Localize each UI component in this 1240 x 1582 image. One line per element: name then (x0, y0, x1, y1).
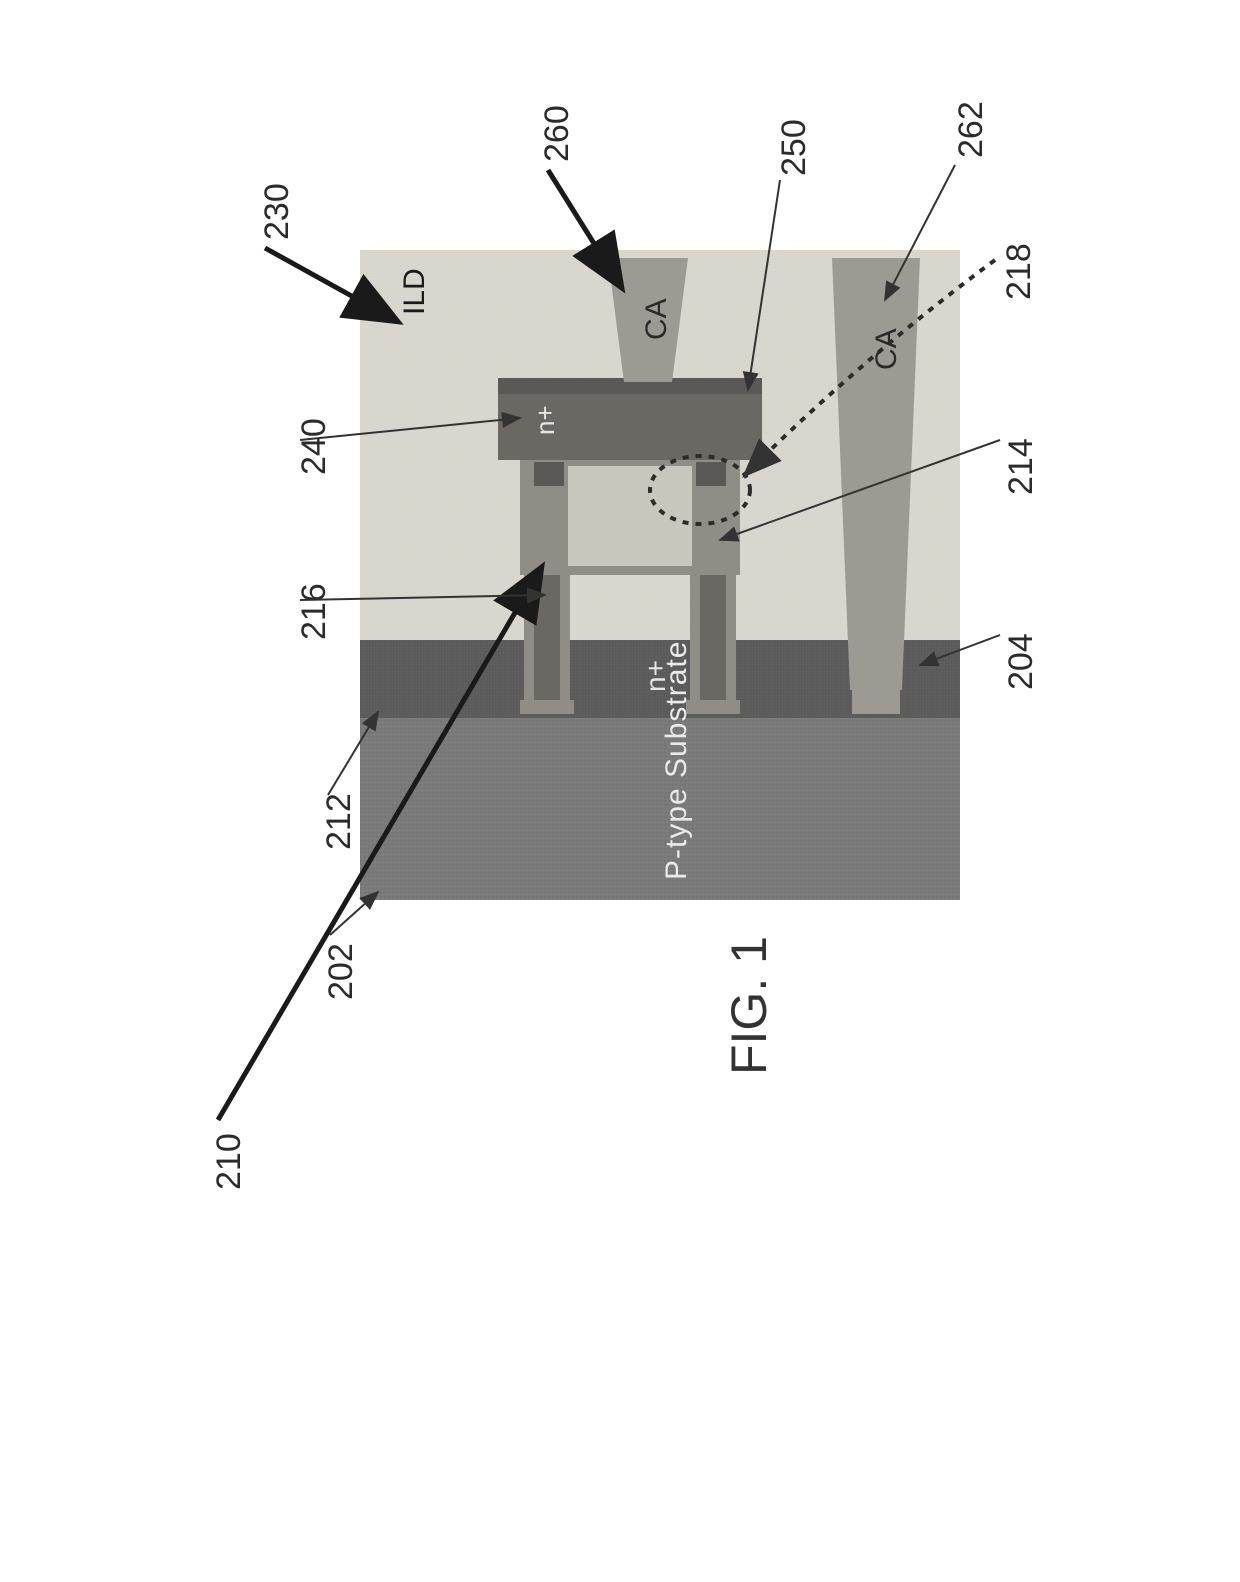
label-262: 262 (952, 101, 991, 158)
label-210: 210 (210, 1133, 249, 1190)
text-ca-top: CA (640, 298, 674, 340)
figure-caption: FIG. 1 (720, 936, 778, 1075)
label-230: 230 (258, 183, 297, 240)
text-nplus-left: n+ (530, 405, 561, 435)
label-216: 216 (295, 583, 334, 640)
label-212: 212 (320, 793, 359, 850)
label-214: 214 (1002, 438, 1041, 495)
text-ca-right: CA (870, 328, 904, 370)
device-cross-section (0, 0, 1240, 1577)
label-260: 260 (538, 105, 577, 162)
label-204: 204 (1002, 633, 1041, 690)
label-240: 240 (295, 418, 334, 475)
label-218: 218 (1000, 243, 1039, 300)
label-250: 250 (775, 119, 814, 176)
label-202: 202 (322, 943, 361, 1000)
figure-canvas: 210 230 240 216 212 202 260 250 262 218 … (0, 0, 1240, 1577)
channel-fill (568, 466, 692, 566)
text-substrate: P-type Substrate (660, 641, 694, 880)
text-ild: ILD (398, 268, 432, 315)
